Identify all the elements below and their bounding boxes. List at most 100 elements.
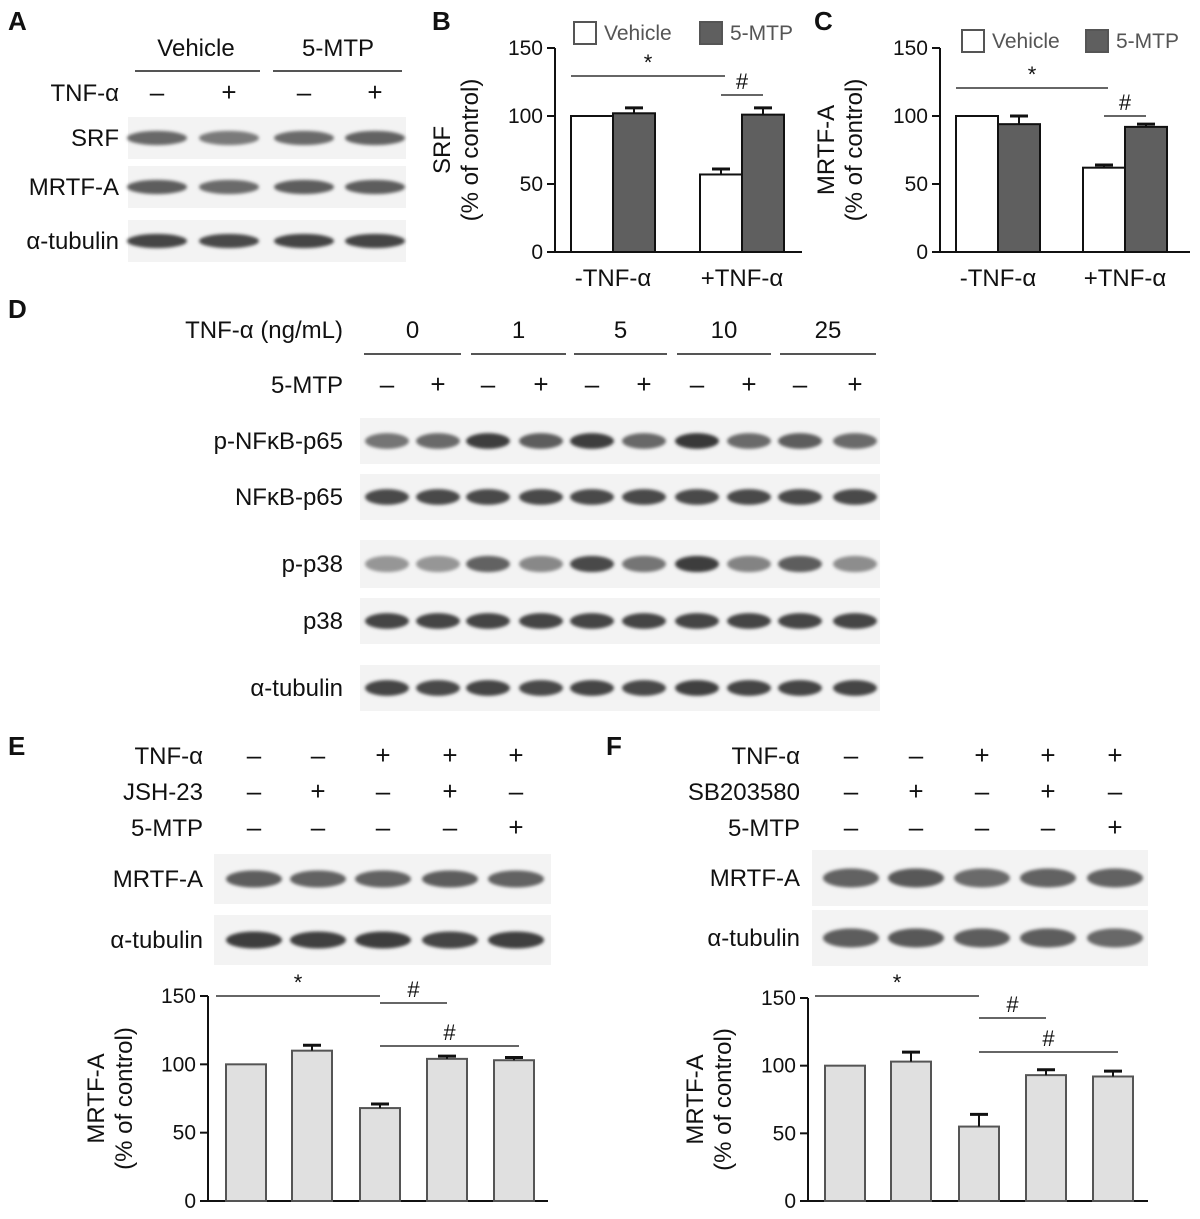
blot-f-mrtf-a-band-5 xyxy=(1087,868,1143,888)
sign-a-3: – xyxy=(297,77,312,107)
conditions-f: TNF-α – – + + + SB203580 – + – + – 5-MTP – – – – + xyxy=(688,740,1123,842)
blot-a-srf-band-2 xyxy=(199,130,259,146)
blot-e-mrtf-a-band-5 xyxy=(488,870,544,888)
chart-e: 0 50 100 150 MRTF-A (% of control) * # # xyxy=(83,970,548,1213)
blot-d-tubulin-band-10 xyxy=(833,680,877,696)
blot-f-tubulin-band-3 xyxy=(954,928,1010,948)
blot-d-nf-b-p65-band-4 xyxy=(519,489,563,505)
mtp-sign-d-6: + xyxy=(636,369,651,399)
blot-d-p38-band-10 xyxy=(833,613,877,629)
cond-sign-e-tnf-2: – xyxy=(311,740,326,770)
chart-c: 0 50 100 150 MRTF-A (% of control) -TNF-α +TNF-… xyxy=(813,29,1190,292)
blot-a-tubulin-band-2 xyxy=(199,233,259,249)
cond-sign-e-tnf-1: – xyxy=(247,740,262,770)
cond-label-e-5-mtp: 5-MTP xyxy=(131,815,203,842)
legend-swatch-c-vehicle xyxy=(961,29,985,53)
panel-letter-d: D xyxy=(8,294,27,324)
blot-d-tubulin-band-7 xyxy=(675,680,719,696)
mtp-sign-d-7: – xyxy=(690,369,705,399)
mtp-sign-d-10: + xyxy=(847,369,862,399)
blot-d-nf-b-p65-band-1 xyxy=(365,489,409,505)
cond-sign-f-5-mtp-4: – xyxy=(1041,812,1056,842)
blot-e-tubulin-band-5 xyxy=(488,931,544,949)
y-tick-label-e-150: 150 xyxy=(161,985,196,1008)
bar-f-5 xyxy=(1092,1075,1134,1202)
blot-a-tubulin-band-1 xyxy=(127,233,187,249)
panel-b: B 0 50 100 150 SRF (% of control) -TNF-α +TNF-α… xyxy=(429,6,802,292)
bar-f-1 xyxy=(824,1064,866,1202)
blot-label-d-tubulin: α-tubulin xyxy=(250,675,343,702)
y-tick-label-f-150: 150 xyxy=(761,987,796,1010)
cond-sign-e-5-mtp-5: + xyxy=(508,812,523,842)
panel-letter-c: C xyxy=(814,6,833,36)
cond-sign-f-5-mtp-3: – xyxy=(975,812,990,842)
dose-5: 5 xyxy=(614,317,627,344)
bar-e-4 xyxy=(426,1057,468,1203)
blot-d-p-nf-b-p65-band-5 xyxy=(570,433,614,449)
blot-e-mrtf-a-band-1 xyxy=(226,870,282,888)
legend-label-b-5-mtp: 5-MTP xyxy=(730,22,793,45)
sig-f-1-symbol: * xyxy=(893,970,902,995)
y-label2-f: (% of control) xyxy=(710,1028,737,1171)
blot-d-p38-band-5 xyxy=(570,613,614,629)
blot-f-tubulin-band-4 xyxy=(1020,928,1076,948)
cond-sign-e-tnf-5: + xyxy=(508,740,523,770)
cond-label-f-tnf: TNF-α xyxy=(731,743,800,770)
blot-d-p38-band-7 xyxy=(675,613,719,629)
legend-swatch-b-vehicle xyxy=(573,21,597,45)
panel-letter-e: E xyxy=(8,731,25,761)
bar-c-vehicle-tnf xyxy=(1082,166,1126,253)
blot-e-tubulin-band-4 xyxy=(422,931,478,949)
mtp-sign-d-5: – xyxy=(585,369,600,399)
y-label2-e: (% of control) xyxy=(111,1027,138,1170)
blot-label-e-mrtf-a: MRTF-A xyxy=(113,866,203,893)
blot-label-e-tubulin: α-tubulin xyxy=(110,927,203,954)
sig-e-2-symbol: # xyxy=(407,977,420,1002)
cond-sign-f-5-mtp-5: + xyxy=(1107,812,1122,842)
blots-f: MRTF-A α-tubulin xyxy=(707,850,1148,966)
sign-a-4: + xyxy=(367,77,382,107)
panel-letter-a: A xyxy=(8,6,27,36)
cond-sign-e-5-mtp-1: – xyxy=(247,812,262,842)
legend-label-b-vehicle: Vehicle xyxy=(604,22,672,45)
cond-sign-e-jsh-23-3: – xyxy=(376,776,391,806)
blots-e: MRTF-A α-tubulin xyxy=(110,854,551,965)
blot-d-p-p38-band-8 xyxy=(727,555,771,573)
x-tick-label-b-tnf: +TNF-α xyxy=(701,265,784,292)
cond-sign-e-5-mtp-3: – xyxy=(376,812,391,842)
blot-d-p-p38-band-5 xyxy=(570,555,614,573)
dose-row: 0 1 5 10 25 xyxy=(364,317,876,355)
blot-d-p-p38-band-9 xyxy=(778,555,822,573)
mtp-sign-d-4: + xyxy=(533,369,548,399)
cond-sign-f-sb203580-1: – xyxy=(844,776,859,806)
blot-d-tubulin-band-9 xyxy=(778,680,822,696)
y-tick-label-c-0: 0 xyxy=(916,241,928,264)
cond-sign-e-jsh-23-4: + xyxy=(442,776,457,806)
blot-d-p-p38-band-7 xyxy=(675,555,719,573)
blot-a-srf-band-1 xyxy=(127,130,187,146)
blot-d-tubulin-band-3 xyxy=(466,680,510,696)
y-label-f: MRTF-A xyxy=(682,1054,709,1144)
blot-e-tubulin-band-3 xyxy=(355,931,411,949)
panel-letter-b: B xyxy=(432,6,451,36)
blot-d-tubulin-band-1 xyxy=(365,680,409,696)
blot-label-a-srf: SRF xyxy=(71,125,119,152)
cond-sign-f-sb203580-2: + xyxy=(908,776,923,806)
blot-label-d-p38: p38 xyxy=(303,608,343,635)
blot-d-p-p38-band-10 xyxy=(833,555,877,573)
bar-f-3 xyxy=(958,1125,1000,1202)
bar-f-4 xyxy=(1025,1074,1067,1203)
cond-sign-e-jsh-23-5: – xyxy=(509,776,524,806)
y-tick-label-c-100: 100 xyxy=(893,105,928,128)
cond-label-f-sb203580: SB203580 xyxy=(688,779,800,806)
blot-d-p-nf-b-p65-band-10 xyxy=(833,433,877,449)
y-label-c: MRTF-A xyxy=(813,105,840,195)
bar-b-5-mtp-tnf xyxy=(741,113,785,253)
x-tick-label-c-tnf: -TNF-α xyxy=(960,265,1037,292)
y-tick-label-f-50: 50 xyxy=(773,1122,796,1145)
sig-b-1-symbol: * xyxy=(644,50,653,75)
dose-0: 0 xyxy=(406,317,419,344)
sig-c-1-symbol: * xyxy=(1028,62,1037,87)
blot-d-p38-band-4 xyxy=(519,613,563,629)
